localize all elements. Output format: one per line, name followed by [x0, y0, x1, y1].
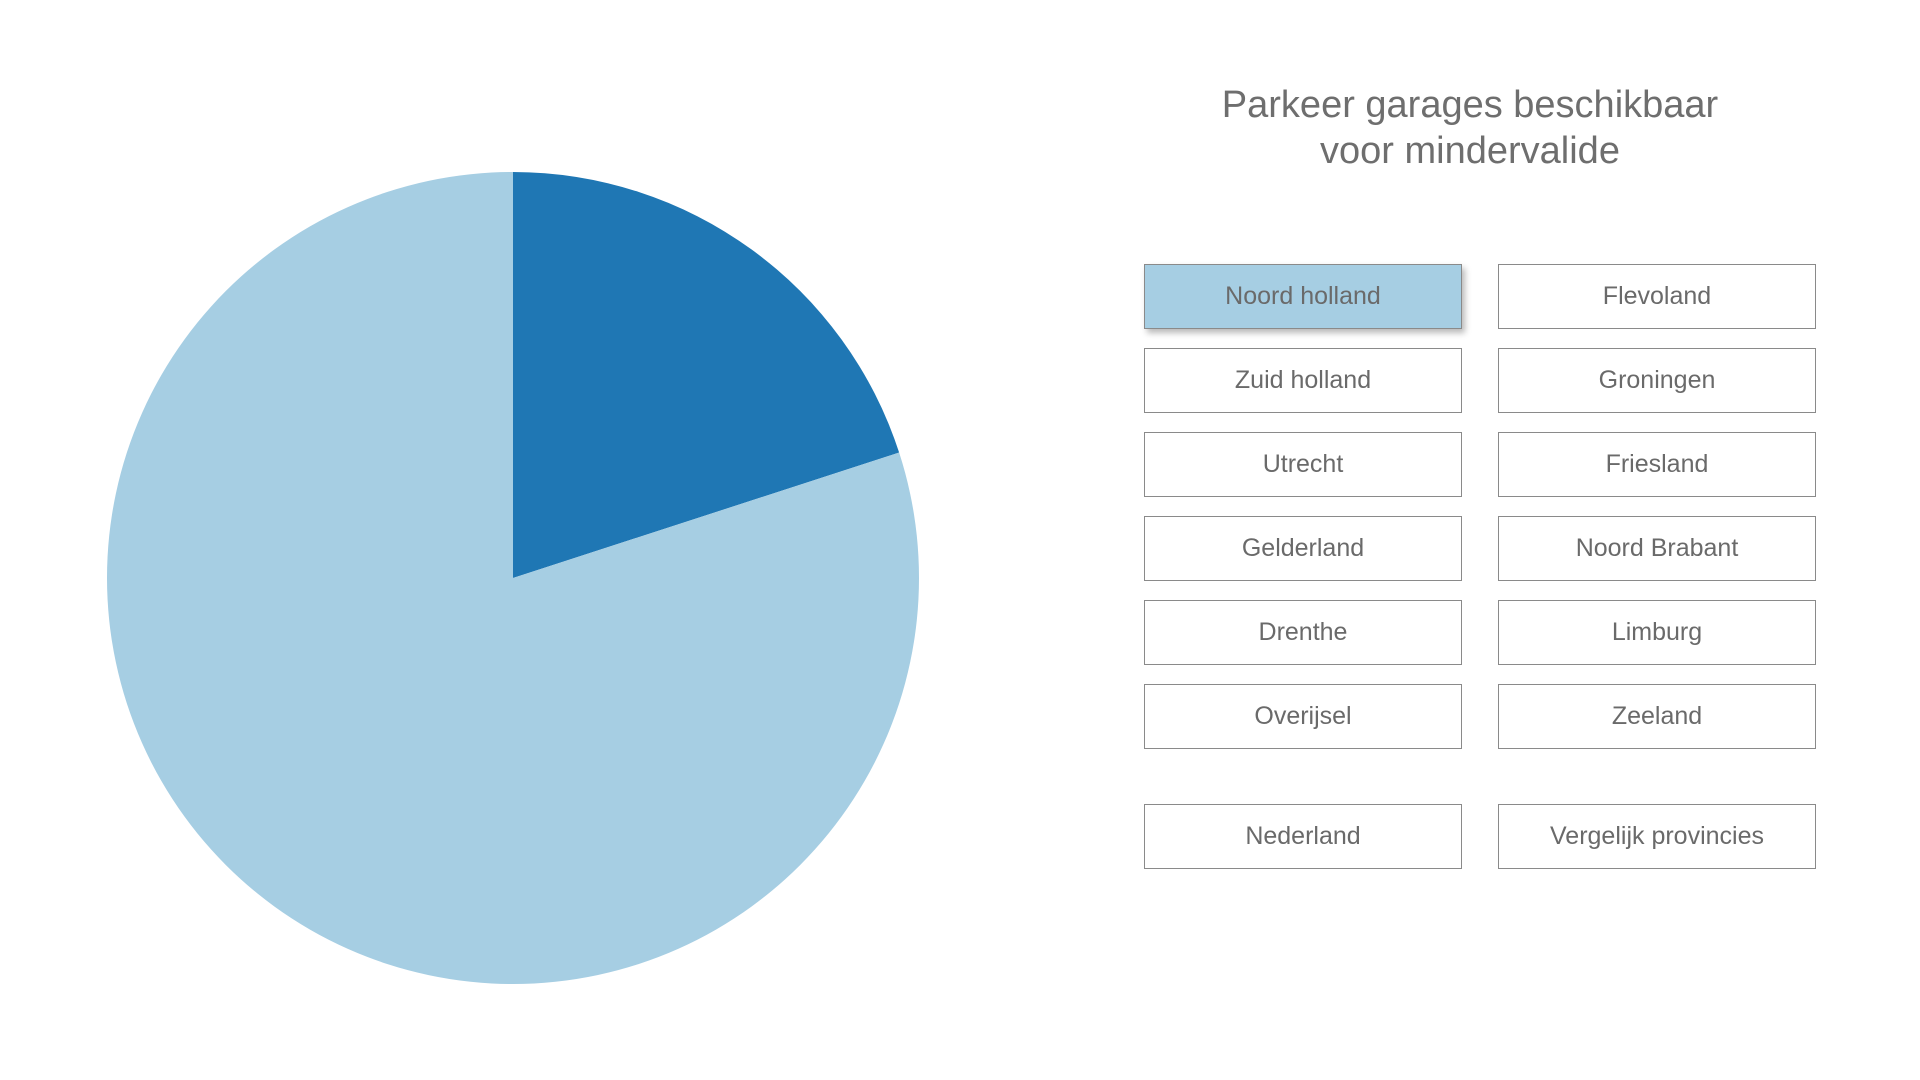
compare-provinces-button[interactable]: Vergelijk provincies — [1498, 804, 1816, 869]
province-button-flevoland[interactable]: Flevoland — [1498, 264, 1816, 329]
province-button-friesland[interactable]: Friesland — [1498, 432, 1816, 497]
province-button-zeeland[interactable]: Zeeland — [1498, 684, 1816, 749]
province-button-gelderland[interactable]: Gelderland — [1144, 516, 1462, 581]
pie-slice-2 — [107, 172, 919, 984]
province-button-limburg[interactable]: Limburg — [1498, 600, 1816, 665]
province-button-noord-holland[interactable]: Noord holland — [1144, 264, 1462, 329]
province-button-zuid-holland[interactable]: Zuid holland — [1144, 348, 1462, 413]
pie-slices — [107, 172, 919, 984]
chart-title: Parkeer garages beschikbaar voor minderv… — [1120, 82, 1820, 174]
province-button-groningen[interactable]: Groningen — [1498, 348, 1816, 413]
province-button-drenthe[interactable]: Drenthe — [1144, 600, 1462, 665]
province-button-utrecht[interactable]: Utrecht — [1144, 432, 1462, 497]
chart-title-line-1: Parkeer garages beschikbaar — [1221, 84, 1719, 126]
pie-chart — [107, 172, 919, 984]
province-button-noord-brabant[interactable]: Noord Brabant — [1498, 516, 1816, 581]
province-button-overijsel[interactable]: Overijsel — [1144, 684, 1462, 749]
chart-title-line-2: voor mindervalide — [1320, 130, 1620, 172]
pie-slice-1 — [513, 172, 900, 578]
nederland-button[interactable]: Nederland — [1144, 804, 1462, 869]
